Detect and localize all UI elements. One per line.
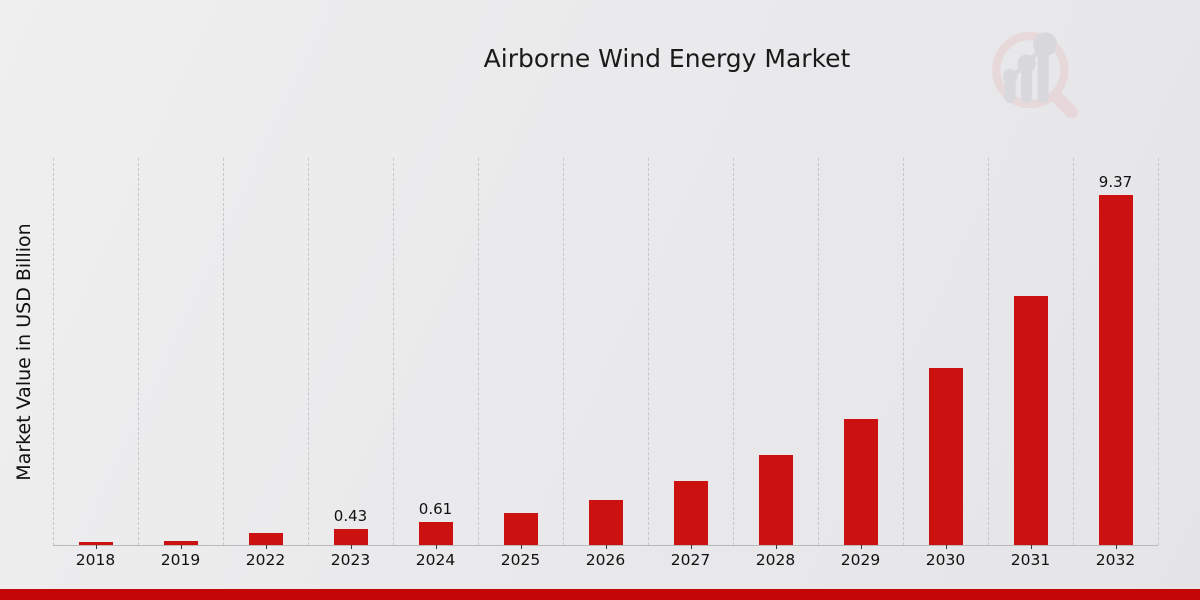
- vertical-gridline: [478, 158, 479, 545]
- vertical-gridline: [393, 158, 394, 545]
- vertical-gridline: [733, 158, 734, 545]
- x-axis-tick: [1030, 545, 1032, 549]
- x-tick-label-2027: 2027: [670, 551, 711, 569]
- x-tick-label-2030: 2030: [925, 551, 966, 569]
- x-axis-tick: [95, 545, 97, 549]
- bar-2018: [78, 542, 113, 545]
- vertical-gridline: [1073, 158, 1074, 545]
- bar-2026: [588, 500, 623, 545]
- x-axis-tick: [520, 545, 522, 549]
- vertical-gridline: [223, 158, 224, 545]
- x-axis-tick: [690, 545, 692, 549]
- vertical-gridline: [1158, 158, 1159, 545]
- y-axis-label: Market Value in USD Billion: [13, 223, 35, 481]
- x-axis-tick: [180, 545, 182, 549]
- vertical-gridline: [53, 158, 54, 545]
- x-tick-label-2032: 2032: [1095, 551, 1136, 569]
- x-tick-label-2025: 2025: [500, 551, 541, 569]
- bar-2031: [1013, 296, 1048, 545]
- x-tick-label-2022: 2022: [245, 551, 286, 569]
- chart-title: Airborne Wind Energy Market: [483, 44, 851, 73]
- x-axis-tick: [435, 545, 437, 549]
- bar-2029: [843, 419, 878, 545]
- bar-2028: [758, 455, 793, 545]
- data-label-2023: 0.43: [333, 507, 368, 525]
- x-tick-label-2031: 2031: [1010, 551, 1051, 569]
- bar-2022: [248, 533, 283, 545]
- vertical-gridline: [903, 158, 904, 545]
- bar-2032: [1098, 195, 1133, 545]
- x-axis-tick: [350, 545, 352, 549]
- bar-2019: [163, 541, 198, 545]
- vertical-gridline: [308, 158, 309, 545]
- magnifier-ring: [992, 31, 1079, 118]
- x-tick-label-2029: 2029: [840, 551, 881, 569]
- x-axis-tick: [605, 545, 607, 549]
- bar-2027: [673, 481, 708, 545]
- x-axis-tick: [945, 545, 947, 549]
- x-tick-label-2026: 2026: [585, 551, 626, 569]
- bar-2023: [333, 529, 368, 545]
- bar-2025: [503, 513, 538, 545]
- x-tick-label-2023: 2023: [330, 551, 371, 569]
- x-axis-tick: [860, 545, 862, 549]
- x-axis-tick: [265, 545, 267, 549]
- x-axis-tick: [1115, 545, 1117, 549]
- data-label-2032: 9.37: [1098, 173, 1133, 191]
- bar-2024: [418, 522, 453, 545]
- vertical-gridline: [138, 158, 139, 545]
- x-tick-label-2019: 2019: [160, 551, 201, 569]
- magnifier-bar-chart-logo: [992, 31, 1079, 118]
- data-label-2024: 0.61: [418, 500, 453, 518]
- x-tick-label-2018: 2018: [75, 551, 116, 569]
- plot-area: 2018 2019 2022 2023 0.43 2024 0.61 2025 2026 2027…: [53, 158, 1159, 569]
- logo-bars: [1002, 32, 1057, 104]
- x-axis-tick: [775, 545, 777, 549]
- vertical-gridline: [818, 158, 819, 545]
- vertical-gridline: [648, 158, 649, 545]
- vertical-gridline: [563, 158, 564, 545]
- vertical-gridline: [988, 158, 989, 545]
- bar-2030: [928, 368, 963, 545]
- x-tick-label-2028: 2028: [755, 551, 796, 569]
- x-tick-label-2024: 2024: [415, 551, 456, 569]
- bottom-accent-strip: [0, 589, 1200, 600]
